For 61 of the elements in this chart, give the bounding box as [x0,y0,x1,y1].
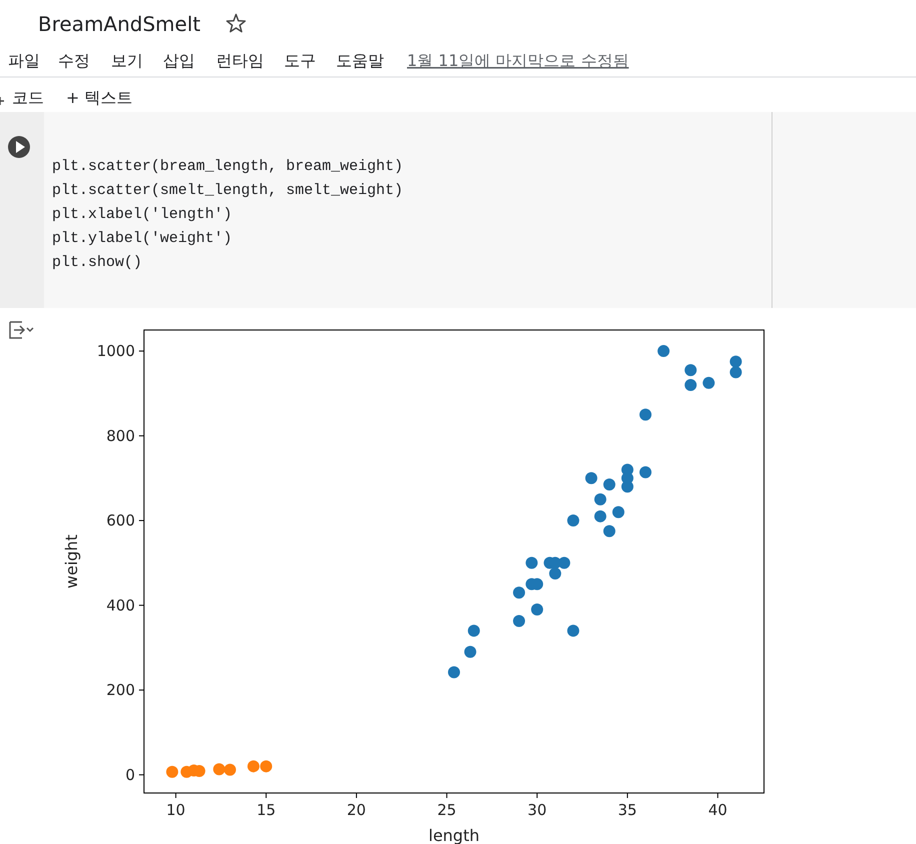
point [585,472,598,484]
text: plt.ylabel('weight') [52,230,232,247]
y-tick-label: 800 [106,426,135,445]
text: plt.scatter(bream_length, bream_weight) [52,158,404,175]
x-tick-label: 10 [166,801,186,819]
point [166,766,178,778]
point [464,646,476,658]
point [448,666,460,678]
point [702,376,715,389]
point [247,760,260,772]
point [567,514,580,527]
x-tick-label: 40 [708,801,728,819]
text: 1월 11일에 마지막으로 수정됨 [407,51,629,70]
x-tick-label: 25 [437,801,456,819]
y-tick-label: 0 [125,766,135,784]
point [567,624,580,637]
text: 삽입 [163,51,195,70]
x-tick-label: 15 [256,801,276,819]
text: BreamAndSmelt [38,12,201,36]
point [224,764,236,776]
point [513,586,526,599]
point [603,525,616,538]
y-tick-label: 200 [106,681,135,700]
point [468,624,480,637]
text: plt.scatter(smelt_length, smelt_weight) [52,182,404,199]
point [730,366,742,378]
text: + 텍스트 [66,88,132,107]
text: plt.show() [52,254,142,271]
y-tick-label: 400 [106,596,135,614]
x-tick-label: 35 [618,801,637,819]
point [260,760,272,772]
point [603,478,616,491]
text: 런타임 [216,51,264,70]
point [639,466,652,478]
point [526,556,538,569]
point [684,378,697,391]
point [594,493,606,506]
text: 도움말 [336,51,384,70]
point [531,604,544,616]
x-tick-label: 20 [346,801,366,819]
y-tick-label: 600 [106,512,135,530]
text: 파일 [8,51,40,70]
y-tick-label: 1000 [96,342,135,360]
point [213,763,226,776]
point [513,614,526,627]
y-axis-title: weight [62,534,81,588]
x-tick-label: 30 [528,801,547,819]
point [658,345,670,358]
text: 코드 [12,88,44,107]
point [730,356,742,368]
point [594,510,606,522]
point [612,506,624,518]
x-axis-title: length [428,826,480,844]
point [684,364,697,376]
text: 도구 [284,51,316,70]
text: 보기 [111,51,143,70]
point [558,556,570,569]
text: plt.xlabel('length') [52,206,232,223]
point [639,408,652,421]
point [549,568,562,580]
text: 수정 [58,51,90,70]
